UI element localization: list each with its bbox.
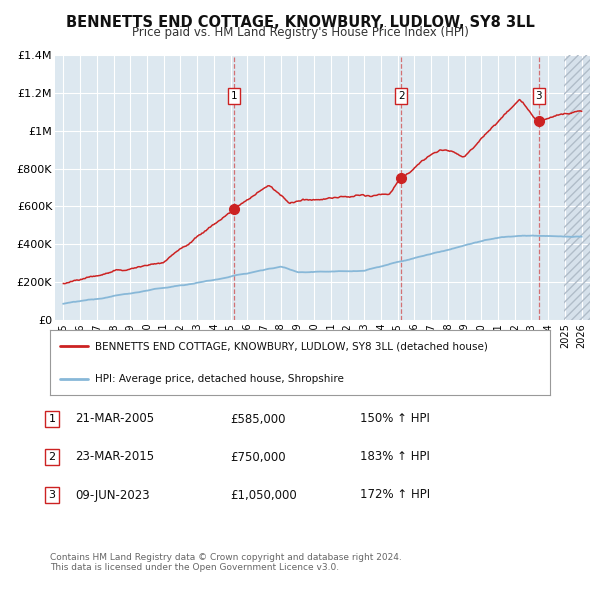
Text: 3: 3 [536, 91, 542, 101]
Text: HPI: Average price, detached house, Shropshire: HPI: Average price, detached house, Shro… [95, 373, 344, 384]
Text: 21-MAR-2005: 21-MAR-2005 [75, 412, 154, 425]
Text: £750,000: £750,000 [230, 451, 286, 464]
Text: 2: 2 [49, 452, 56, 462]
Text: 172% ↑ HPI: 172% ↑ HPI [360, 489, 430, 502]
Text: Price paid vs. HM Land Registry's House Price Index (HPI): Price paid vs. HM Land Registry's House … [131, 26, 469, 39]
Text: 23-MAR-2015: 23-MAR-2015 [75, 451, 154, 464]
Text: BENNETTS END COTTAGE, KNOWBURY, LUDLOW, SY8 3LL (detached house): BENNETTS END COTTAGE, KNOWBURY, LUDLOW, … [95, 341, 488, 351]
Bar [563, 55, 590, 320]
Text: 3: 3 [49, 490, 56, 500]
Text: £585,000: £585,000 [230, 412, 286, 425]
Text: Contains HM Land Registry data © Crown copyright and database right 2024.
This d: Contains HM Land Registry data © Crown c… [50, 553, 402, 572]
Text: BENNETTS END COTTAGE, KNOWBURY, LUDLOW, SY8 3LL: BENNETTS END COTTAGE, KNOWBURY, LUDLOW, … [65, 15, 535, 30]
Text: 1: 1 [49, 414, 56, 424]
Text: £1,050,000: £1,050,000 [230, 489, 297, 502]
Bar [563, 55, 590, 320]
Text: 150% ↑ HPI: 150% ↑ HPI [360, 412, 430, 425]
Text: 09-JUN-2023: 09-JUN-2023 [75, 489, 149, 502]
Text: 183% ↑ HPI: 183% ↑ HPI [360, 451, 430, 464]
Text: 2: 2 [398, 91, 405, 101]
Text: 1: 1 [231, 91, 238, 101]
